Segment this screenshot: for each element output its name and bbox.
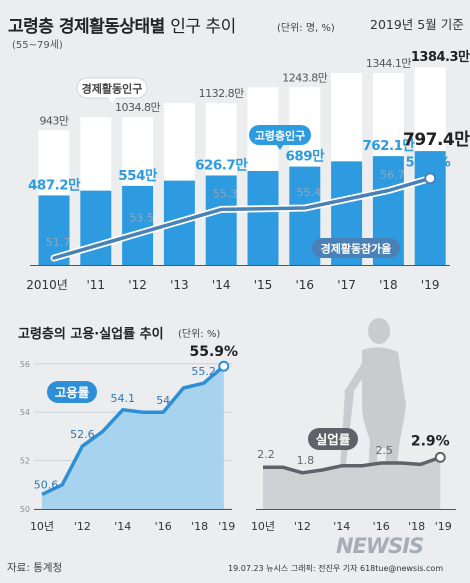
rate-value-label: 55.4	[297, 186, 322, 199]
silhouette-arm	[344, 360, 370, 396]
unemployment-badge-bg	[308, 428, 358, 450]
employment-x-tick: 10년	[30, 520, 54, 533]
unemployment-area	[263, 457, 441, 509]
rate-value-label: 53.5	[129, 212, 154, 225]
rate-line	[52, 176, 432, 260]
callout-pointer	[108, 97, 116, 103]
elderly-value-label: 797.4만	[403, 130, 470, 150]
elderly-bar	[205, 175, 237, 265]
rate-value-label: 51.7	[46, 236, 71, 249]
rate-value-label: 55.3	[213, 187, 238, 200]
callout-label: 경제활동참가율	[321, 242, 392, 256]
x-tick-label: '16	[296, 278, 315, 292]
page-title: 고령층 경제활동상태별 인구 추이	[8, 17, 236, 37]
y-tick-label: 50	[20, 505, 30, 514]
unemployment-value-label: 2.2	[257, 448, 275, 461]
x-tick-label: '11	[87, 278, 106, 292]
employment-value-label: 50.6	[34, 478, 59, 491]
callout-bubble	[312, 238, 400, 258]
callout-label: 고령층인구	[255, 129, 306, 143]
legend-callout: 경제활동참가율	[312, 238, 400, 258]
employment-x-tick: '14	[114, 520, 131, 533]
employment-value-label: 54.1	[111, 392, 136, 405]
employment-area	[42, 366, 224, 509]
silhouette-head	[368, 318, 390, 344]
total-value-label: 1384.3만	[411, 49, 470, 65]
callout-pointer	[276, 144, 284, 150]
total-value-label: 943만	[39, 114, 68, 127]
x-tick-label: 2010년	[26, 278, 68, 292]
elderly-bar	[122, 185, 154, 265]
elderly-bar	[414, 151, 446, 265]
x-tick-label: '15	[254, 278, 273, 292]
unemployment-x-tick: '12	[294, 520, 311, 533]
employment-badge-bg	[47, 381, 97, 403]
x-tick-label: '19	[421, 278, 440, 292]
elderly-value-label: 554만	[118, 168, 158, 184]
employment-value-label: 55.2	[191, 365, 216, 378]
employment-x-tick: '12	[74, 520, 91, 533]
y-tick-label: 52	[20, 457, 30, 466]
x-tick-label: '18	[379, 278, 398, 292]
unemployment-value-label: 2.5	[375, 444, 393, 457]
elderly-value-label: 689만	[285, 149, 325, 165]
total-value-label: 1034.8만	[115, 101, 160, 114]
unemployment-x-tick: '16	[373, 520, 390, 533]
y-tick-label: 54	[20, 408, 30, 417]
employment-x-tick: '18	[191, 520, 208, 533]
employment-line	[41, 364, 225, 497]
unemployment-badge-label: 실업률	[316, 432, 351, 447]
callout-bubble	[249, 125, 311, 145]
base-date: 2019년 5월 기준	[370, 17, 464, 32]
elderly-value-label: 762.1만	[362, 138, 415, 154]
unemployment-x-tick: '19	[435, 520, 452, 533]
unit-label: (단위: 명, %)	[277, 23, 335, 34]
unemployment-line	[263, 455, 441, 475]
elderly-value-label: 626.7만	[195, 157, 248, 173]
unemployment-x-tick: '18	[408, 520, 425, 533]
x-tick-label: '14	[212, 278, 231, 292]
rate-end-marker	[424, 172, 437, 185]
sub-unit-label: (단위: %)	[178, 329, 221, 340]
unemployment-x-tick: 10년	[251, 520, 275, 533]
elderly-bar	[80, 190, 112, 265]
legend-callout: 고령층인구	[249, 125, 311, 150]
rate-value-label: 57.6%	[406, 155, 451, 170]
employment-end-marker	[218, 360, 230, 372]
employment-badge-label: 고용률	[55, 385, 90, 400]
unemployment-value-label: 2.9%	[411, 433, 450, 449]
elderly-bar	[247, 170, 279, 265]
total-value-label: 1344.1만	[366, 57, 411, 70]
rate-value-label: 56.7	[380, 169, 405, 182]
total-value-label: 1132.8만	[199, 87, 244, 100]
total-value-label: 1243.8만	[282, 71, 327, 84]
x-tick-label: '13	[170, 278, 189, 292]
unemployment-x-tick: '14	[333, 520, 350, 533]
source-label: 자료: 통계청	[7, 562, 63, 574]
x-tick-label: '17	[337, 278, 356, 292]
age-range: (55~79세)	[12, 40, 63, 51]
callout-label: 경제활동인구	[82, 82, 143, 96]
employment-value-label: 55.9%	[190, 344, 239, 360]
unemployment-value-label: 1.8	[297, 454, 315, 467]
y-tick-label: 56	[20, 360, 30, 369]
credit-label: 19.07.23 뉴시스 그래픽: 전진우 기자 618tue@newsis.c…	[228, 564, 444, 573]
legend-callout: 경제활동인구	[76, 77, 148, 103]
employment-x-tick: '16	[155, 520, 172, 533]
newsis-watermark: NEWSIS	[336, 534, 424, 558]
unemployment-end-marker	[434, 451, 446, 463]
employment-value-label: 54	[156, 394, 170, 407]
elderly-value-label: 487.2만	[28, 177, 81, 193]
sub-title: 고령층의 고용·실업률 추이	[18, 327, 164, 342]
population-bar-chart: 2010년 '11 '12 '13 '14 '15 '16 '17 '18 '19 943만 1034…	[26, 49, 470, 292]
employment-x-tick: '19	[218, 520, 235, 533]
unemployment-badge: 실업률	[308, 428, 358, 450]
employment-value-label: 52.6	[70, 428, 95, 441]
employment-badge: 고용률	[47, 381, 97, 403]
x-tick-label: '12	[128, 278, 147, 292]
